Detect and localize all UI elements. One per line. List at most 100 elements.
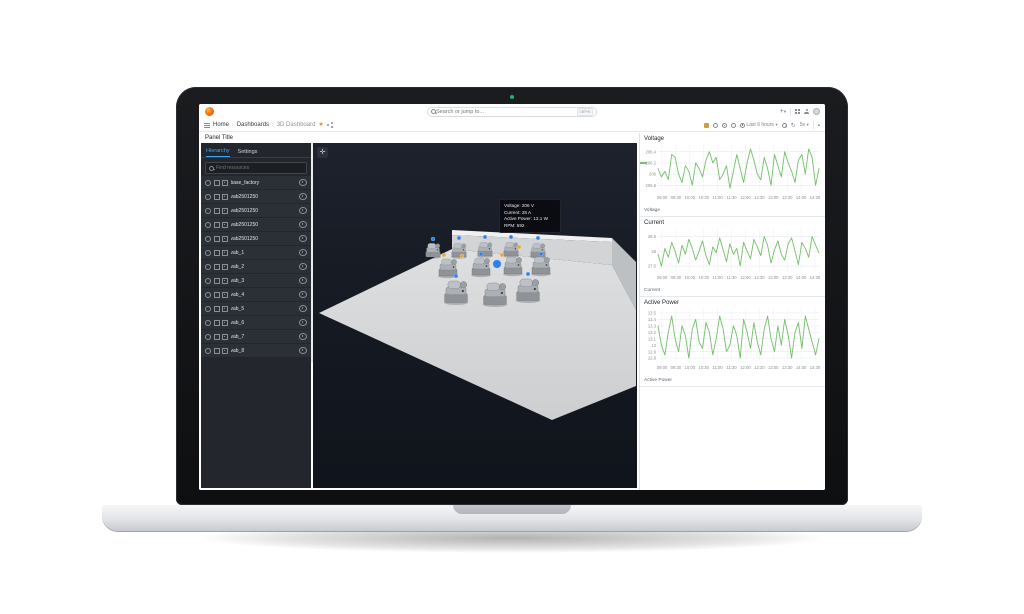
appearance-icon[interactable]	[222, 347, 228, 354]
collapse-toolbar-icon[interactable]: ▴	[817, 122, 820, 127]
appearance-icon[interactable]	[222, 277, 228, 284]
focus-target-icon[interactable]	[205, 305, 211, 312]
hierarchy-row[interactable]: vab_5	[201, 302, 311, 315]
appearance-icon[interactable]	[222, 193, 228, 200]
appearance-icon[interactable]	[222, 263, 228, 270]
frame-icon[interactable]	[213, 277, 220, 284]
frame-icon[interactable]	[213, 235, 220, 242]
hierarchy-row[interactable]: vab_6	[201, 316, 311, 329]
visibility-eye-icon[interactable]	[299, 347, 307, 354]
user-icon[interactable]	[804, 109, 809, 114]
sidebar-scrollbar[interactable]	[311, 143, 313, 363]
focus-target-icon[interactable]	[205, 263, 211, 270]
snapshot-icon[interactable]	[730, 122, 736, 128]
visibility-eye-icon[interactable]	[299, 221, 307, 228]
focus-target-icon[interactable]	[205, 333, 211, 340]
focus-target-icon[interactable]	[205, 193, 211, 200]
appearance-icon[interactable]	[222, 249, 228, 256]
hierarchy-row[interactable]: vab_7	[201, 330, 311, 343]
legend-active-power[interactable]: Active Power	[640, 162, 821, 384]
focus-target-icon[interactable]	[205, 179, 211, 186]
pump-machine[interactable]	[438, 258, 458, 279]
favorite-star-icon[interactable]: ★	[318, 122, 324, 128]
frame-icon[interactable]	[213, 193, 220, 200]
frame-icon[interactable]	[213, 179, 220, 186]
visibility-eye-icon[interactable]	[299, 263, 307, 270]
appearance-icon[interactable]	[222, 235, 228, 242]
move-tool-button[interactable]: ✛	[317, 147, 328, 158]
pump-machine[interactable]	[482, 282, 508, 307]
marker-blue[interactable]	[535, 235, 541, 241]
appearance-icon[interactable]	[222, 179, 228, 186]
appearance-icon[interactable]	[222, 291, 228, 298]
mega-menu-icon[interactable]	[204, 122, 210, 128]
hierarchy-row[interactable]: vab_3	[201, 274, 311, 287]
appearance-icon[interactable]	[222, 319, 228, 326]
frame-icon[interactable]	[213, 249, 220, 256]
focus-target-icon[interactable]	[205, 291, 211, 298]
hierarchy-row[interactable]: vab2501250	[201, 218, 311, 231]
pump-machine[interactable]	[477, 242, 493, 258]
hierarchy-row[interactable]: vab2501250	[201, 232, 311, 245]
panel-edit-icon[interactable]	[703, 122, 709, 128]
appearance-icon[interactable]	[222, 333, 228, 340]
search-input[interactable]	[436, 108, 577, 115]
frame-icon[interactable]	[213, 221, 220, 228]
focus-target-icon[interactable]	[205, 347, 211, 354]
visibility-eye-icon[interactable]	[299, 249, 307, 256]
frame-icon[interactable]	[213, 305, 220, 312]
pump-machine[interactable]	[503, 242, 519, 258]
marker-blue[interactable]	[456, 235, 462, 241]
appearance-icon[interactable]	[222, 221, 228, 228]
refresh-icon[interactable]: ↻	[790, 122, 796, 129]
frame-icon[interactable]	[213, 207, 220, 214]
visibility-eye-icon[interactable]	[299, 277, 307, 284]
visibility-eye-icon[interactable]	[299, 207, 307, 214]
breadcrumb-dashboards[interactable]: Dashboards	[236, 122, 270, 128]
visibility-eye-icon[interactable]	[299, 333, 307, 340]
pump-machine[interactable]	[515, 278, 541, 303]
marker-orange[interactable]	[459, 253, 465, 259]
share-icon[interactable]	[326, 122, 333, 128]
appearance-icon[interactable]	[222, 207, 228, 214]
zoom-out-time-icon[interactable]	[781, 122, 787, 128]
visibility-eye-icon[interactable]	[299, 291, 307, 298]
pump-machine[interactable]	[443, 280, 469, 305]
visibility-eye-icon[interactable]	[299, 235, 307, 242]
dashboard-settings-icon[interactable]	[721, 122, 727, 128]
hierarchy-row[interactable]: vab_8	[201, 344, 311, 357]
visibility-eye-icon[interactable]	[299, 305, 307, 312]
marker-blue[interactable]	[508, 234, 514, 240]
hierarchy-row[interactable]: vab_1	[201, 246, 311, 259]
frame-icon[interactable]	[213, 263, 220, 270]
hierarchy-row[interactable]: vab_2	[201, 260, 311, 273]
visibility-eye-icon[interactable]	[299, 193, 307, 200]
time-range-picker[interactable]: Last 6 hours ▾	[739, 122, 778, 128]
focus-target-icon[interactable]	[205, 249, 211, 256]
visibility-eye-icon[interactable]	[299, 179, 307, 186]
breadcrumb-home[interactable]: Home	[213, 122, 230, 128]
marker-orange[interactable]	[499, 252, 505, 258]
legend-current[interactable]: Current	[640, 162, 821, 294]
frame-icon[interactable]	[213, 319, 220, 326]
marker-blue[interactable]	[478, 251, 484, 257]
focus-target-icon[interactable]	[205, 319, 211, 326]
hierarchy-row[interactable]: base_factory	[201, 176, 311, 189]
scene-3d[interactable]: ✛ Voltage: 206 V Current: 28 A Active Po…	[313, 143, 637, 488]
tab-settings[interactable]: Settings	[237, 149, 258, 155]
focus-target-icon[interactable]	[205, 235, 211, 242]
pump-machine[interactable]	[531, 256, 551, 277]
tab-hierarchy[interactable]: Hierarchy	[206, 148, 230, 157]
focus-target-icon[interactable]	[205, 221, 211, 228]
hierarchy-row[interactable]: vab2501250	[201, 204, 311, 217]
pump-machine[interactable]	[471, 257, 491, 278]
pump-machines[interactable]	[425, 242, 551, 307]
frame-icon[interactable]	[213, 291, 220, 298]
marker-orange[interactable]	[441, 252, 447, 258]
appearance-icon[interactable]	[222, 305, 228, 312]
marker-blue[interactable]	[430, 236, 436, 242]
pump-machine[interactable]	[503, 256, 523, 277]
dashboard-insights-icon[interactable]	[712, 122, 718, 128]
marker-orange[interactable]	[516, 244, 522, 250]
marker-blue[interactable]	[538, 251, 544, 257]
